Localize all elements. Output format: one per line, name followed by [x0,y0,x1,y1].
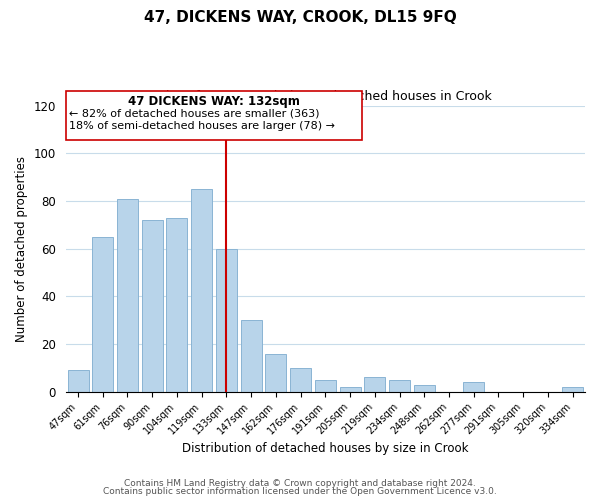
Bar [340,387,361,392]
Text: Contains HM Land Registry data © Crown copyright and database right 2024.: Contains HM Land Registry data © Crown c… [124,478,476,488]
FancyBboxPatch shape [65,90,362,140]
Y-axis label: Number of detached properties: Number of detached properties [15,156,28,342]
Bar [216,248,237,392]
Title: Size of property relative to detached houses in Crook: Size of property relative to detached ho… [158,90,492,103]
Bar [92,236,113,392]
Bar [290,368,311,392]
Bar [414,384,435,392]
Bar [191,189,212,392]
Bar [389,380,410,392]
Text: ← 82% of detached houses are smaller (363): ← 82% of detached houses are smaller (36… [68,108,319,118]
Bar [315,380,336,392]
Bar [117,198,138,392]
Bar [265,354,286,392]
Text: Contains public sector information licensed under the Open Government Licence v3: Contains public sector information licen… [103,487,497,496]
Bar [562,387,583,392]
Bar [241,320,262,392]
Text: 18% of semi-detached houses are larger (78) →: 18% of semi-detached houses are larger (… [68,120,335,130]
Text: 47, DICKENS WAY, CROOK, DL15 9FQ: 47, DICKENS WAY, CROOK, DL15 9FQ [143,10,457,25]
Bar [364,378,385,392]
Bar [142,220,163,392]
Text: 47 DICKENS WAY: 132sqm: 47 DICKENS WAY: 132sqm [128,94,299,108]
Bar [463,382,484,392]
Bar [166,218,187,392]
X-axis label: Distribution of detached houses by size in Crook: Distribution of detached houses by size … [182,442,469,455]
Bar [68,370,89,392]
